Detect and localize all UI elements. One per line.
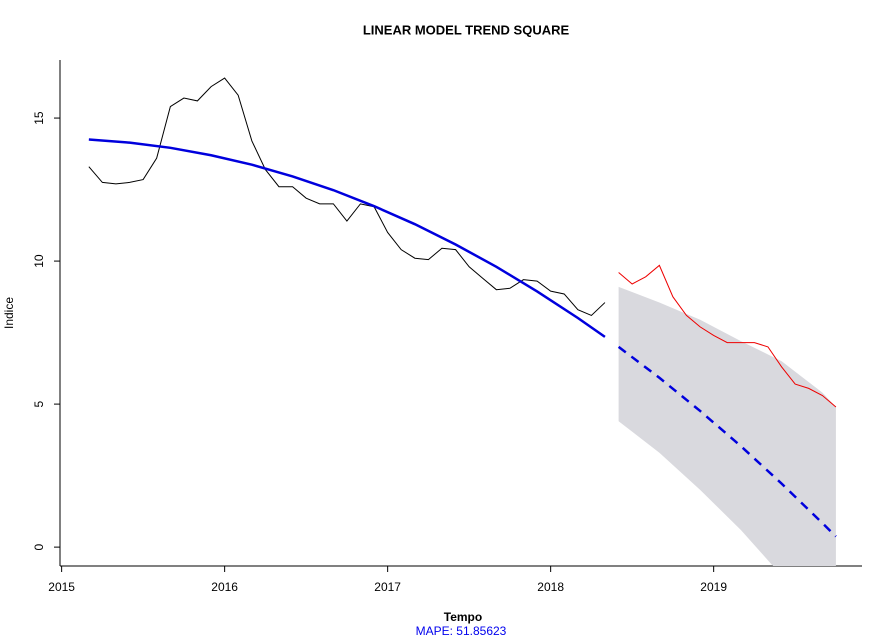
mape-note: MAPE: 51.85623 (416, 624, 507, 638)
y-axis-title: Indice (2, 297, 16, 329)
x-tick-label: 2016 (211, 580, 238, 594)
y-tick-label: 15 (32, 111, 46, 125)
chart-title: LINEAR MODEL TREND SQUARE (363, 22, 570, 37)
y-tick-label: 0 (32, 543, 46, 550)
plot-area (88, 77, 837, 566)
x-tick-label: 2017 (374, 580, 401, 594)
x-tick-label: 2018 (537, 580, 564, 594)
series-line (617, 345, 837, 538)
series-line (618, 264, 837, 408)
x-tick-label: 2019 (700, 580, 727, 594)
y-tick-label: 5 (32, 400, 46, 407)
y-tick-label: 10 (32, 254, 46, 268)
series-line (88, 77, 606, 317)
series-line (88, 138, 606, 338)
x-axis-title: Tempo (444, 610, 482, 624)
forecast-band (618, 286, 836, 566)
x-tick-label: 2015 (48, 580, 75, 594)
